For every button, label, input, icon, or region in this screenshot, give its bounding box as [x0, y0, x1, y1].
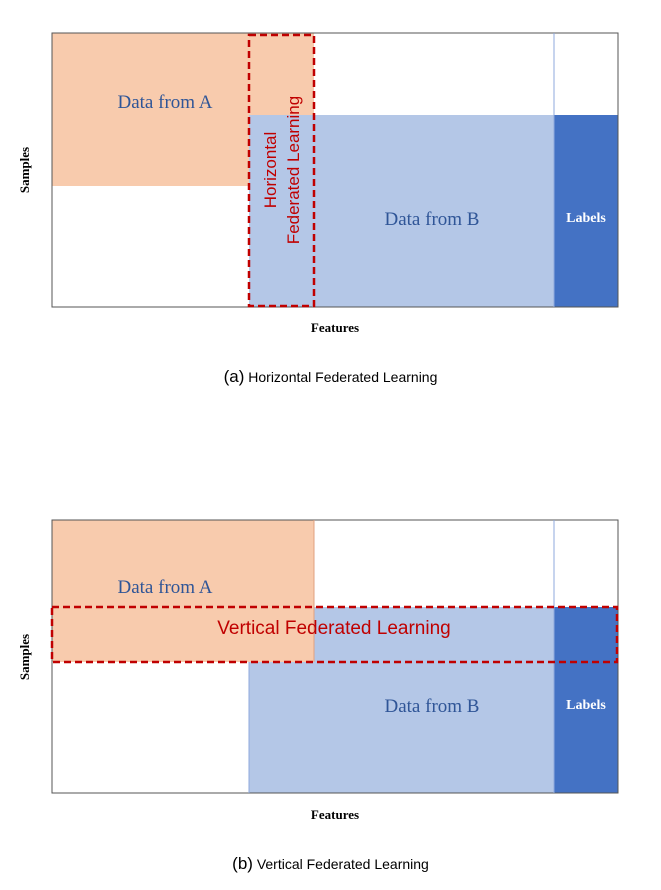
x-axis-label: Features — [310, 320, 360, 335]
x-axis-label: Features — [310, 807, 360, 822]
data-a-label: Data from A — [118, 577, 213, 598]
caption-tag: (b) — [232, 854, 253, 873]
diagram-horizontal: Data from A Data from B Labels Horizonta… — [51, 32, 619, 308]
labels-label: Labels — [566, 211, 606, 226]
overlap-dashed-box — [247, 33, 316, 308]
y-axis-label: Samples — [17, 633, 32, 681]
labels-region — [554, 607, 618, 793]
caption: (a) Horizontal Federated Learning — [0, 367, 661, 387]
panel-vertical: Data from A Vertical Federated Learning … — [0, 487, 661, 890]
data-b-label: Data from B — [385, 209, 480, 230]
panel-horizontal: Data from A Data from B Labels Horizonta… — [0, 32, 661, 387]
caption: (b) Vertical Federated Learning — [0, 854, 661, 874]
overlap-label-line2: Federated Learning — [284, 96, 303, 244]
diagram-vertical: Data from A Vertical Federated Learning … — [50, 519, 619, 794]
frame — [51, 32, 619, 308]
caption-tag: (a) — [223, 367, 245, 386]
data-a-overlap — [52, 607, 314, 662]
y-axis-label: Samples — [17, 146, 32, 194]
overlap-label: Vertical Federated Learning — [217, 618, 450, 639]
caption-text: Vertical Federated Learning — [256, 856, 429, 872]
overlap-label-line1: Horizontal — [261, 132, 280, 209]
data-b-label: Data from B — [385, 696, 480, 717]
data-b-region — [249, 115, 554, 307]
caption-text: Horizontal Federated Learning — [248, 369, 438, 385]
labels-label: Labels — [566, 698, 606, 713]
data-a-label: Data from A — [118, 92, 213, 113]
overlap-dashed-box — [50, 605, 619, 664]
labels-region — [554, 115, 618, 307]
